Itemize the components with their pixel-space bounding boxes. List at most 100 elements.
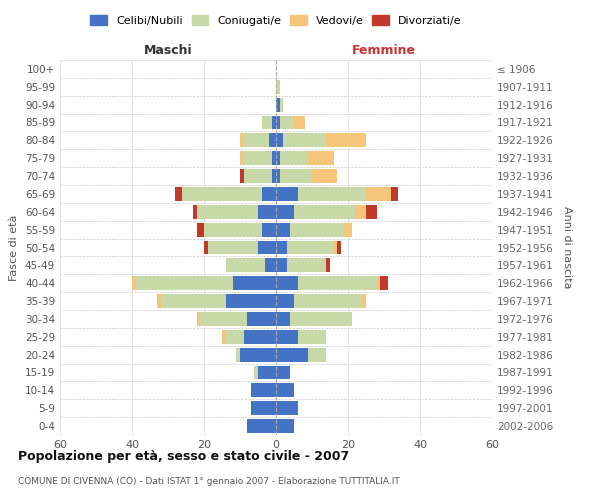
Bar (233, 276, 276, 290)
Y-axis label: Anni di nascita: Anni di nascita (562, 206, 572, 289)
Bar (276, 258, 287, 272)
Bar (355, 205, 366, 219)
Bar (204, 222, 262, 236)
Bar (391, 187, 398, 201)
Bar (298, 187, 366, 201)
Bar (290, 222, 344, 236)
Bar (265, 258, 276, 272)
Bar (197, 222, 204, 236)
Bar (290, 312, 352, 326)
Bar (276, 294, 294, 308)
Bar (276, 222, 290, 236)
Bar (276, 98, 280, 112)
Bar (272, 151, 276, 165)
Bar (136, 276, 233, 290)
Y-axis label: Fasce di età: Fasce di età (10, 214, 19, 280)
Bar (276, 330, 298, 344)
Bar (276, 187, 298, 201)
Bar (276, 169, 280, 183)
Bar (254, 366, 258, 380)
Bar (262, 116, 272, 130)
Bar (244, 151, 272, 165)
Bar (276, 116, 280, 130)
Bar (132, 276, 136, 290)
Bar (244, 169, 272, 183)
Bar (276, 312, 290, 326)
Bar (258, 366, 276, 380)
Bar (287, 258, 326, 272)
Bar (244, 330, 276, 344)
Bar (276, 348, 308, 362)
Bar (240, 348, 276, 362)
Bar (276, 401, 298, 415)
Bar (240, 134, 244, 147)
Text: COMUNE DI CIVENNA (CO) - Dati ISTAT 1° gennaio 2007 - Elaborazione TUTTITALIA.IT: COMUNE DI CIVENNA (CO) - Dati ISTAT 1° g… (18, 478, 400, 486)
Bar (362, 294, 366, 308)
Bar (377, 276, 380, 290)
Bar (247, 312, 276, 326)
Bar (161, 294, 226, 308)
Bar (280, 116, 294, 130)
Bar (204, 240, 208, 254)
Bar (197, 205, 258, 219)
Bar (276, 419, 294, 433)
Legend: Celibi/Nubili, Coniugati/e, Vedovi/e, Divorziati/e: Celibi/Nubili, Coniugati/e, Vedovi/e, Di… (88, 13, 464, 28)
Bar (175, 187, 182, 201)
Bar (240, 169, 244, 183)
Bar (226, 294, 276, 308)
Bar (251, 401, 276, 415)
Bar (262, 187, 276, 201)
Bar (182, 187, 262, 201)
Bar (283, 134, 326, 147)
Bar (222, 330, 226, 344)
Bar (280, 151, 308, 165)
Bar (280, 98, 283, 112)
Bar (244, 134, 269, 147)
Bar (276, 384, 294, 398)
Bar (326, 258, 330, 272)
Bar (276, 151, 280, 165)
Bar (380, 276, 388, 290)
Bar (276, 134, 283, 147)
Bar (294, 116, 305, 130)
Text: Femmine: Femmine (352, 44, 416, 58)
Bar (276, 366, 290, 380)
Bar (262, 222, 276, 236)
Bar (251, 384, 276, 398)
Bar (337, 240, 341, 254)
Bar (226, 258, 265, 272)
Bar (236, 348, 240, 362)
Text: Maschi: Maschi (143, 44, 193, 58)
Bar (276, 276, 298, 290)
Bar (157, 294, 161, 308)
Bar (308, 151, 334, 165)
Bar (326, 134, 366, 147)
Bar (276, 240, 287, 254)
Bar (226, 330, 244, 344)
Bar (197, 312, 200, 326)
Bar (298, 330, 326, 344)
Text: Popolazione per età, sesso e stato civile - 2007: Popolazione per età, sesso e stato civil… (18, 450, 349, 463)
Bar (280, 169, 312, 183)
Bar (200, 312, 247, 326)
Bar (258, 240, 276, 254)
Bar (208, 240, 258, 254)
Bar (312, 169, 337, 183)
Bar (334, 240, 337, 254)
Bar (272, 116, 276, 130)
Bar (366, 187, 391, 201)
Bar (287, 240, 334, 254)
Bar (272, 169, 276, 183)
Bar (258, 205, 276, 219)
Bar (366, 205, 377, 219)
Bar (269, 134, 276, 147)
Bar (294, 294, 362, 308)
Bar (276, 80, 280, 94)
Bar (276, 205, 294, 219)
Bar (193, 205, 197, 219)
Bar (240, 151, 244, 165)
Bar (298, 276, 377, 290)
Bar (308, 348, 326, 362)
Bar (294, 205, 355, 219)
Bar (344, 222, 352, 236)
